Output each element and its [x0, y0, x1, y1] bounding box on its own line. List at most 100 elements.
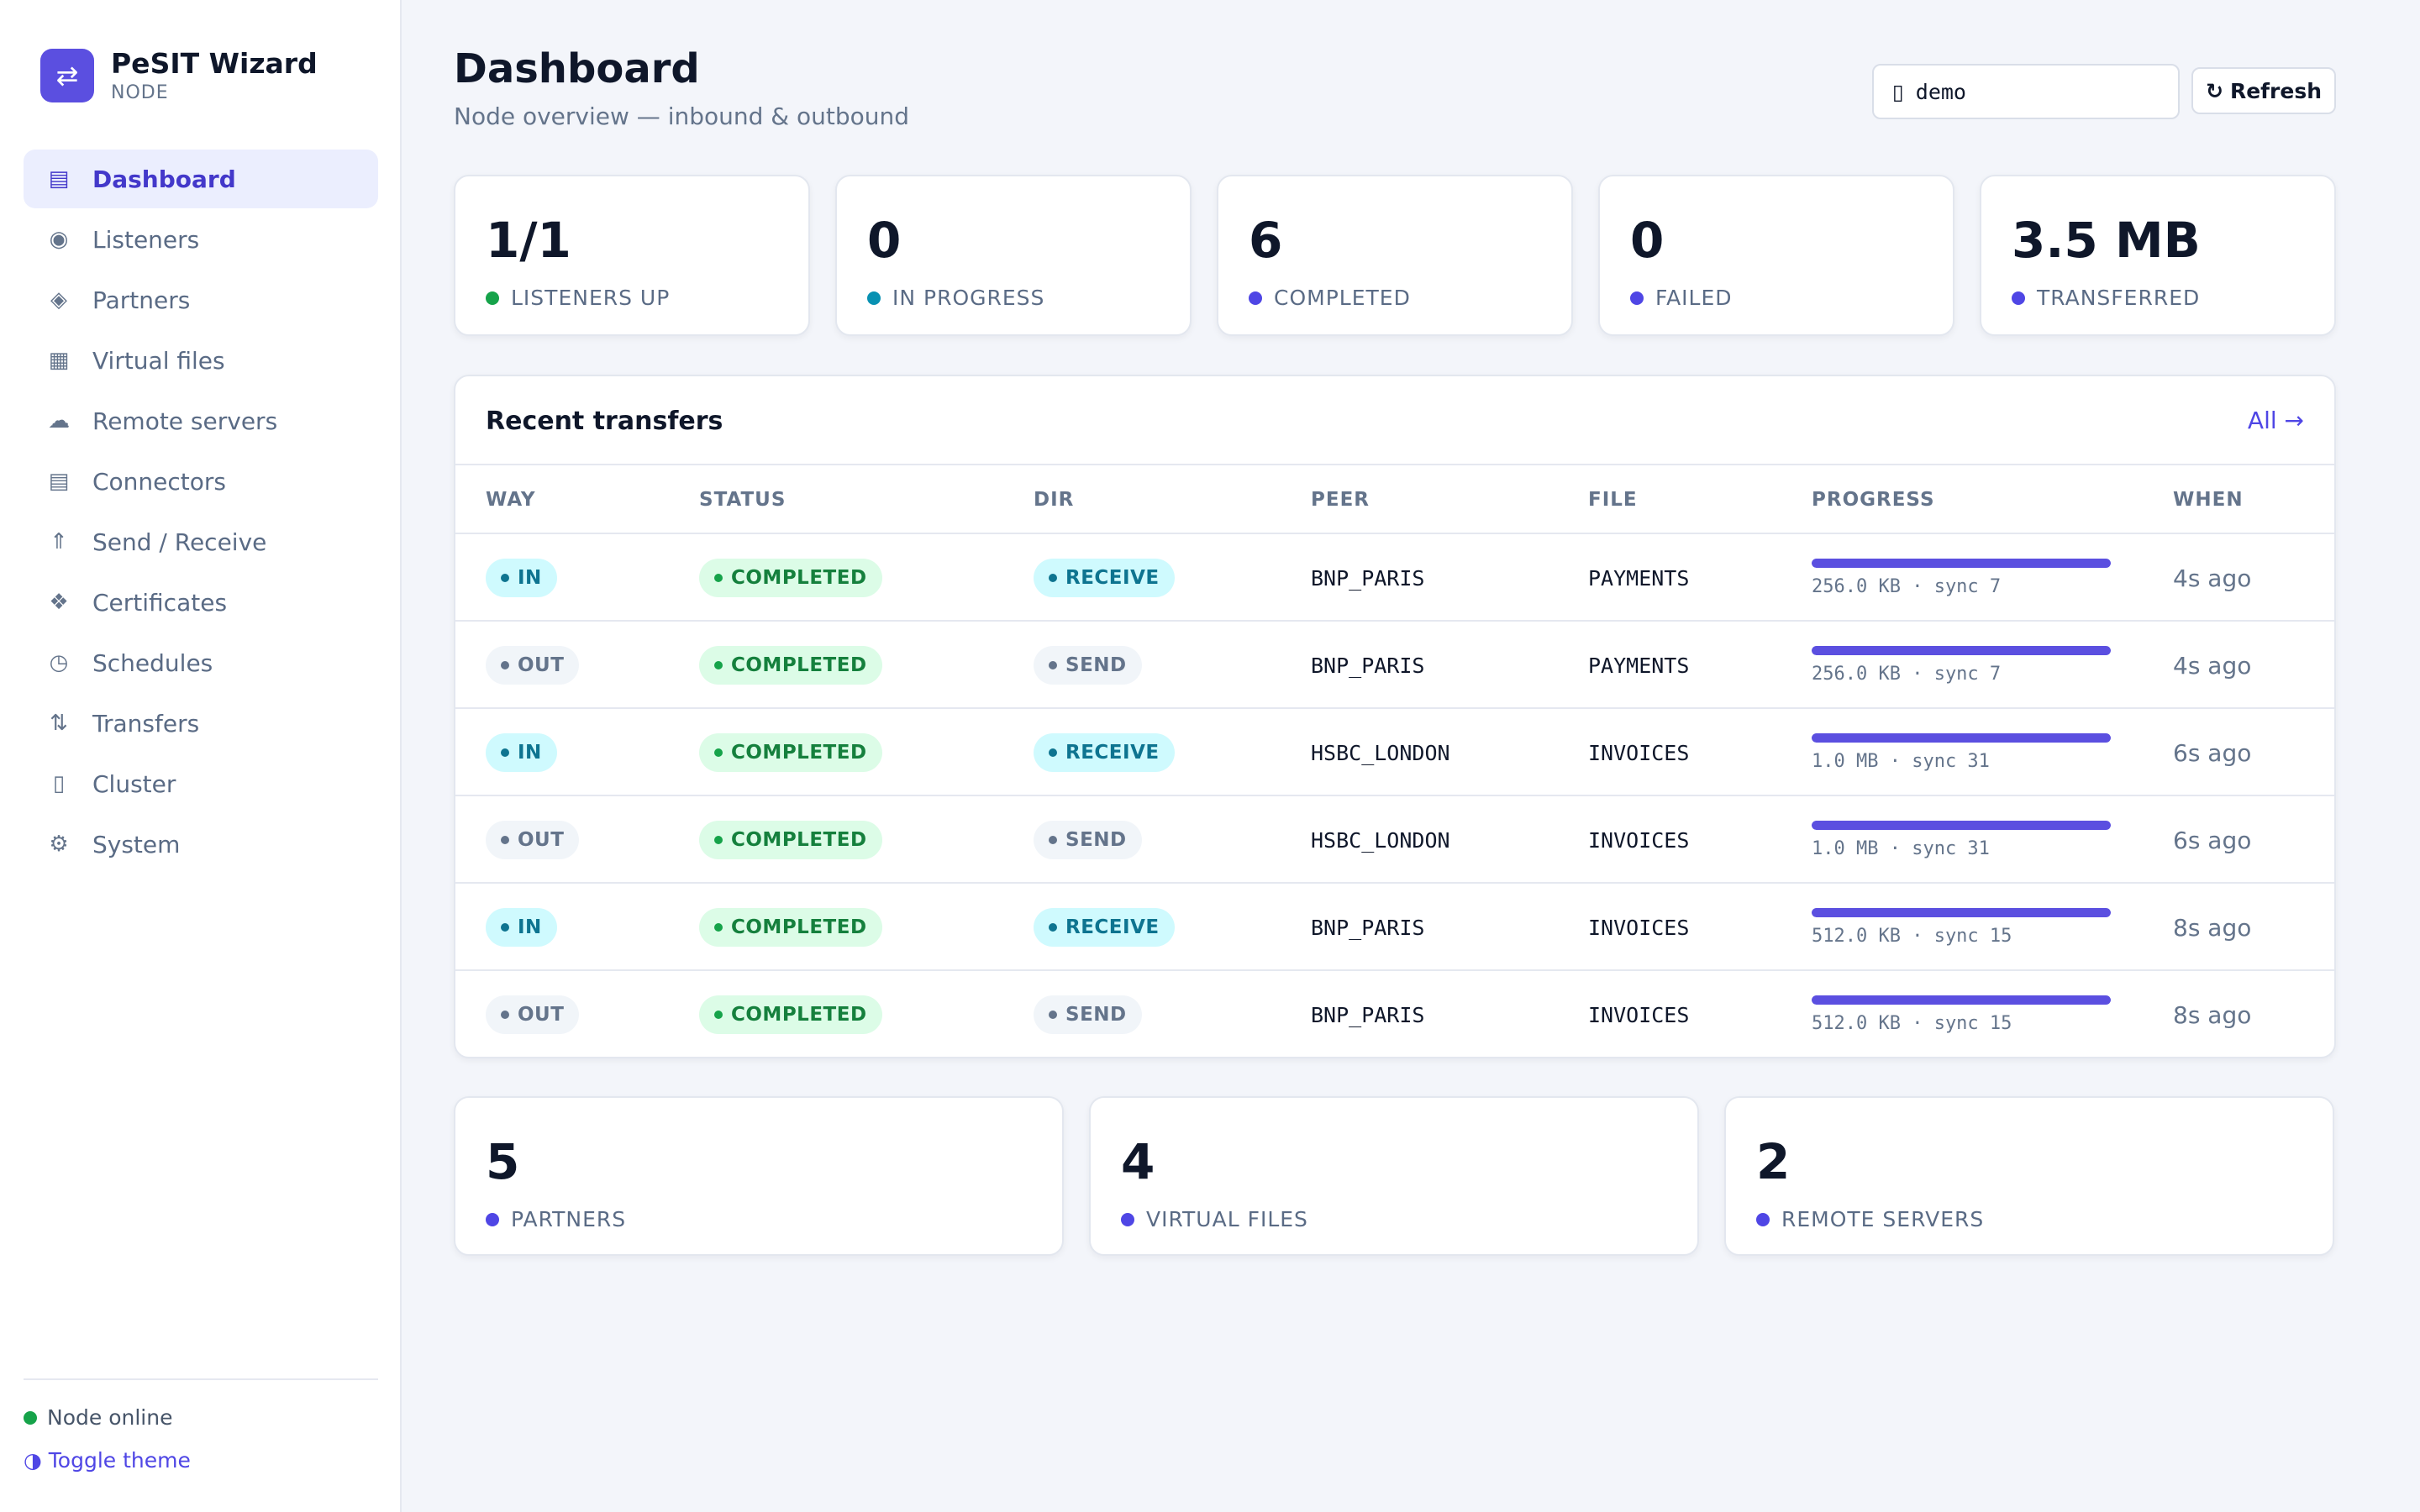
sidebar-item-listeners[interactable]: ◉ Listeners: [24, 210, 378, 269]
badge-dot-icon: [1049, 1011, 1057, 1019]
dir-badge-label: RECEIVE: [1065, 916, 1160, 938]
badge-dot-icon: [501, 748, 509, 757]
toggle-theme-button[interactable]: ◑ Toggle theme: [24, 1448, 378, 1473]
refresh-label: Refresh: [2229, 78, 2322, 103]
status-dot-icon: [867, 291, 881, 305]
brand[interactable]: ⇄ PeSIT Wizard NODE: [40, 47, 318, 103]
sidebar-item-system[interactable]: ⚙ System: [24, 815, 378, 874]
panel-title: Recent transfers: [486, 407, 723, 436]
stat-card-transferred: 3.5 MB TRANSFERRED: [1980, 175, 2336, 336]
dashboard-icon: ▤: [48, 166, 70, 192]
sidebar-item-virtual-files[interactable]: ▦ Virtual files: [24, 331, 378, 390]
progress-bar-fill: [1812, 733, 2111, 743]
refresh-button[interactable]: ↻ Refresh: [2191, 67, 2336, 114]
swap-arrows-icon: ⇄: [40, 48, 94, 102]
sidebar-item-certificates[interactable]: ❖ Certificates: [24, 573, 378, 632]
sidebar-item-label: Cluster: [92, 769, 176, 798]
column-header-peer[interactable]: PEER: [1311, 489, 1370, 511]
progress-text: 256.0 KB · sync 7: [1812, 576, 2002, 597]
dir-badge-label: SEND: [1065, 829, 1127, 851]
sidebar-item-transfers[interactable]: ⇅ Transfers: [24, 694, 378, 753]
cell-file: PAYMENTS: [1588, 565, 1690, 591]
cell-way: IN: [486, 534, 557, 622]
sidebar-item-remote-servers[interactable]: ☁ Remote servers: [24, 391, 378, 450]
count-label: PARTNERS: [511, 1207, 627, 1231]
badge-dot-icon: [714, 836, 723, 844]
progress-text: 1.0 MB · sync 31: [1812, 838, 1990, 859]
badge-dot-icon: [501, 661, 509, 669]
status-badge: COMPLETED: [699, 733, 882, 772]
table-row[interactable]: OUT COMPLETED SEND BNP_PARIS INVOICES 51…: [455, 971, 2334, 1057]
sidebar-item-label: Virtual files: [92, 346, 225, 375]
progress-bar: [1812, 821, 2111, 830]
cell-status: COMPLETED: [699, 709, 882, 796]
brand-subtitle: NODE: [111, 82, 169, 103]
cell-when: 6s ago: [2173, 738, 2252, 767]
status-badge: COMPLETED: [699, 821, 882, 859]
status-dot-icon: [1121, 1212, 1134, 1226]
badge-dot-icon: [1049, 748, 1057, 757]
badge-dot-icon: [501, 836, 509, 844]
cell-progress: 1.0 MB · sync 31: [1812, 709, 2111, 796]
node-selector[interactable]: ▯ demo: [1872, 64, 2180, 119]
progress-bar: [1812, 646, 2111, 655]
sidebar-item-label: System: [92, 830, 181, 858]
badge-dot-icon: [1049, 836, 1057, 844]
column-header-way[interactable]: WAY: [486, 489, 536, 511]
progress-bar: [1812, 733, 2111, 743]
sidebar-item-cluster[interactable]: ▯ Cluster: [24, 754, 378, 813]
column-header-file[interactable]: FILE: [1588, 489, 1638, 511]
count-card-partners: 5 PARTNERS: [454, 1096, 1064, 1256]
sidebar-item-schedules[interactable]: ◷ Schedules: [24, 633, 378, 692]
gear-icon: ⚙: [49, 832, 69, 857]
toggle-theme-label: Toggle theme: [48, 1448, 191, 1473]
sidebar-item-connectors[interactable]: ▤ Connectors: [24, 452, 378, 511]
badge-dot-icon: [1049, 923, 1057, 932]
column-header-when[interactable]: WHEN: [2173, 489, 2244, 511]
stat-value: 6: [1249, 212, 1283, 269]
column-header-dir[interactable]: DIR: [1034, 489, 1075, 511]
table-row[interactable]: IN COMPLETED RECEIVE BNP_PARIS INVOICES …: [455, 884, 2334, 971]
count-card-virtual-files: 4 VIRTUAL FILES: [1089, 1096, 1699, 1256]
count-label-row: PARTNERS: [486, 1207, 626, 1231]
count-label-row: REMOTE SERVERS: [1756, 1207, 1984, 1231]
column-header-progress[interactable]: PROGRESS: [1812, 489, 1935, 511]
cell-file: INVOICES: [1588, 915, 1690, 940]
sidebar-item-partners[interactable]: ◈ Partners: [24, 270, 378, 329]
way-badge: IN: [486, 908, 557, 947]
cell-status: COMPLETED: [699, 622, 882, 709]
way-badge: OUT: [486, 995, 580, 1034]
count-label: VIRTUAL FILES: [1146, 1207, 1308, 1231]
sidebar-item-label: Remote servers: [92, 407, 278, 435]
sidebar-item-send-receive[interactable]: ⇑ Send / Receive: [24, 512, 378, 571]
way-badge-label: OUT: [518, 829, 565, 851]
table-row[interactable]: OUT COMPLETED SEND HSBC_LONDON INVOICES …: [455, 796, 2334, 884]
view-all-link[interactable]: All →: [2247, 407, 2304, 434]
badge-dot-icon: [501, 1011, 509, 1019]
cell-dir: SEND: [1034, 622, 1142, 709]
progress-text: 512.0 KB · sync 15: [1812, 926, 2012, 947]
progress-bar-fill: [1812, 995, 2111, 1005]
sidebar-item-dashboard[interactable]: ▤ Dashboard: [24, 150, 378, 208]
cell-progress: 512.0 KB · sync 15: [1812, 884, 2111, 971]
transfer-icon: ⇅: [50, 711, 68, 736]
sidebar-item-label: Connectors: [92, 467, 227, 496]
node-selector-value: demo: [1915, 79, 1966, 104]
count-card-remote-servers: 2 REMOTE SERVERS: [1724, 1096, 2334, 1256]
page-title: Dashboard: [454, 45, 700, 92]
status-badge: COMPLETED: [699, 646, 882, 685]
cell-way: OUT: [486, 971, 580, 1057]
table-row[interactable]: IN COMPLETED RECEIVE BNP_PARIS PAYMENTS …: [455, 534, 2334, 622]
table-row[interactable]: OUT COMPLETED SEND BNP_PARIS PAYMENTS 25…: [455, 622, 2334, 709]
table-row[interactable]: IN COMPLETED RECEIVE HSBC_LONDON INVOICE…: [455, 709, 2334, 796]
status-dot-icon: [1756, 1212, 1770, 1226]
sidebar: ⇄ PeSIT Wizard NODE ▤ Dashboard ◉ Listen…: [0, 0, 402, 1512]
status-dot-icon: [1249, 291, 1262, 305]
cell-when: 8s ago: [2173, 913, 2252, 942]
dir-badge-label: RECEIVE: [1065, 742, 1160, 764]
dir-badge: SEND: [1034, 821, 1142, 859]
count-value: 4: [1121, 1133, 1155, 1190]
dir-badge-label: SEND: [1065, 1004, 1127, 1026]
dir-badge-label: SEND: [1065, 654, 1127, 676]
column-header-status[interactable]: STATUS: [699, 489, 786, 511]
